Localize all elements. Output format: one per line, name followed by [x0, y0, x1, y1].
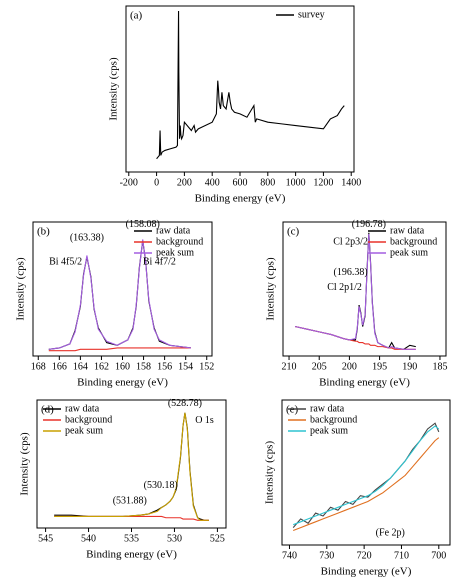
- legend-label: peak sum: [310, 425, 348, 436]
- annotation: (158.08): [126, 219, 160, 230]
- series-line: [293, 425, 440, 526]
- x-tick-label: 700: [431, 550, 446, 561]
- x-tick-label: 535: [124, 533, 139, 544]
- plot-frame: [281, 399, 451, 546]
- legend-label: peak sum: [390, 247, 428, 258]
- legend-label: peak sum: [65, 425, 103, 436]
- x-tick-label: 156: [157, 361, 172, 372]
- x-tick-label: -200: [120, 177, 138, 188]
- x-axis-label: Binding energy (eV): [195, 193, 286, 205]
- x-axis-label: Binding energy (eV): [86, 549, 177, 561]
- x-tick-label: 168: [31, 361, 46, 372]
- series-line: [293, 437, 440, 532]
- x-tick-label: 1200: [313, 177, 333, 188]
- series-line: [48, 347, 191, 352]
- x-axis-label: Binding energy (eV): [77, 377, 168, 389]
- x-tick-label: 1000: [286, 177, 306, 188]
- legend-label: background: [156, 236, 203, 247]
- x-tick-label: 710: [394, 550, 409, 561]
- x-tick-label: 152: [199, 361, 214, 372]
- legend-label: raw data: [390, 225, 425, 236]
- x-tick-label: 210: [282, 361, 297, 372]
- annotation: (530.18): [144, 480, 178, 491]
- x-tick-label: 540: [81, 533, 96, 544]
- x-tick-label: 166: [52, 361, 67, 372]
- x-tick-label: 154: [178, 361, 193, 372]
- series-line: [54, 412, 209, 521]
- series-line: [294, 234, 416, 350]
- x-tick-label: 740: [282, 550, 297, 561]
- x-tick-label: 195: [372, 361, 387, 372]
- legend-label: background: [390, 236, 437, 247]
- annotation: (196.38): [334, 267, 368, 278]
- annotation: (196.78): [352, 219, 386, 230]
- series-line: [48, 239, 192, 350]
- panel-label: (a): [130, 10, 143, 22]
- x-tick-label: 164: [73, 361, 88, 372]
- x-tick-label: 185: [432, 361, 447, 372]
- y-axis-label: Intensity (cps): [19, 432, 31, 496]
- x-axis-label: Binding energy (eV): [319, 377, 410, 389]
- legend-label: peak sum: [156, 247, 194, 258]
- annotation: Bi 4f7/2: [143, 256, 176, 267]
- annotation: (528.78): [168, 398, 202, 409]
- annotation: Cl 2p3/2: [333, 236, 368, 247]
- series-line: [156, 10, 345, 160]
- x-tick-label: 0: [154, 177, 159, 188]
- annotation: (163.38): [70, 232, 104, 243]
- legend-label: background: [65, 414, 112, 425]
- x-tick-label: 400: [205, 177, 220, 188]
- legend-label: raw data: [156, 225, 191, 236]
- x-tick-label: 205: [312, 361, 327, 372]
- annotation: O 1s: [195, 415, 214, 426]
- panel-label: (b): [37, 226, 50, 238]
- x-tick-label: 530: [167, 533, 182, 544]
- x-axis-label: Binding energy (eV): [321, 566, 412, 578]
- y-axis-label: Intensity (cps): [265, 257, 277, 321]
- legend-label: background: [310, 414, 357, 425]
- x-tick-label: 730: [319, 550, 334, 561]
- x-tick-label: 600: [233, 177, 248, 188]
- series-line: [292, 422, 440, 528]
- x-tick-label: 720: [357, 550, 372, 561]
- y-axis-label: Intensity (cps): [108, 57, 120, 121]
- x-tick-label: 160: [115, 361, 130, 372]
- x-tick-label: 200: [342, 361, 357, 372]
- x-tick-label: 200: [177, 177, 192, 188]
- x-tick-label: 158: [136, 361, 151, 372]
- panel-label: (c): [287, 226, 300, 238]
- y-axis-label: Intensity (cps): [15, 257, 27, 321]
- y-axis-label: Intensity (cps): [264, 441, 276, 505]
- annotation: Cl 2p1/2: [327, 282, 362, 293]
- x-tick-label: 800: [260, 177, 275, 188]
- series-line: [54, 515, 209, 521]
- x-tick-label: 190: [402, 361, 417, 372]
- plot-frame: [282, 221, 447, 357]
- annotation: (Fe 2p): [376, 528, 405, 539]
- legend-label: raw data: [65, 403, 100, 414]
- annotation: (531.88): [113, 495, 147, 506]
- legend-label: survey: [298, 9, 325, 20]
- x-tick-label: 1400: [341, 177, 361, 188]
- x-tick-label: 545: [38, 533, 53, 544]
- x-tick-label: 525: [210, 533, 225, 544]
- annotation: Bi 4f5/2: [49, 256, 82, 267]
- x-tick-label: 162: [94, 361, 109, 372]
- legend-label: raw data: [310, 403, 345, 414]
